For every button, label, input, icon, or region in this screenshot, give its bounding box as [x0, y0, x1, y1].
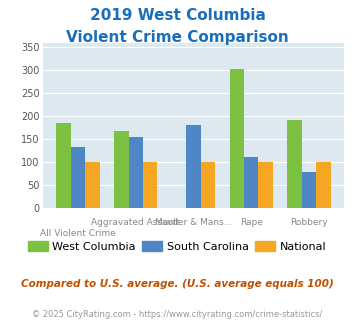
Bar — [129, 137, 143, 208]
Legend: West Columbia, South Carolina, National: West Columbia, South Carolina, National — [23, 237, 331, 256]
Text: Violent Crime Comparison: Violent Crime Comparison — [66, 30, 289, 45]
Bar — [287, 120, 302, 208]
Bar — [114, 131, 129, 208]
Text: © 2025 CityRating.com - https://www.cityrating.com/crime-statistics/: © 2025 CityRating.com - https://www.city… — [32, 310, 323, 319]
Bar — [244, 156, 258, 208]
Bar — [230, 70, 244, 208]
Bar — [201, 162, 215, 208]
Text: Murder & Mans...: Murder & Mans... — [155, 218, 232, 227]
Bar — [56, 123, 71, 208]
Bar — [316, 162, 331, 208]
Bar — [71, 147, 85, 208]
Text: 2019 West Columbia: 2019 West Columbia — [89, 8, 266, 23]
Text: Rape: Rape — [240, 218, 263, 227]
Text: Robbery: Robbery — [290, 218, 328, 227]
Text: Compared to U.S. average. (U.S. average equals 100): Compared to U.S. average. (U.S. average … — [21, 279, 334, 289]
Bar — [85, 162, 100, 208]
Bar — [258, 162, 273, 208]
Bar — [302, 172, 316, 208]
Text: All Violent Crime: All Violent Crime — [40, 229, 116, 238]
Bar — [143, 162, 157, 208]
Text: Aggravated Assault: Aggravated Assault — [92, 218, 180, 227]
Bar — [186, 125, 201, 208]
